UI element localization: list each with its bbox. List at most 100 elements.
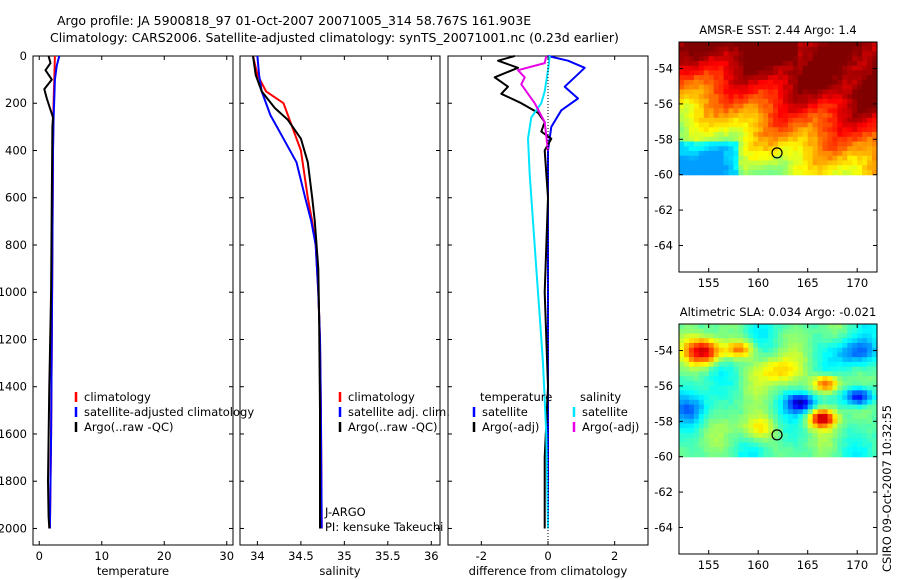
sst-cell xyxy=(797,136,804,143)
sst-cell xyxy=(738,60,744,67)
sst-cell xyxy=(693,94,700,100)
sst-cell xyxy=(817,70,824,76)
sst-ytick-label: -64 xyxy=(654,238,673,252)
sla-cell xyxy=(688,342,695,349)
sst-cell xyxy=(852,169,858,176)
sst-cell xyxy=(817,151,824,157)
sst-cell xyxy=(688,60,695,67)
sla-cell xyxy=(787,404,794,410)
sst-cell xyxy=(743,98,749,105)
sla-cell xyxy=(768,404,774,410)
sst-cell xyxy=(773,46,779,53)
sla-cell xyxy=(763,324,769,330)
sla-cell xyxy=(728,423,735,429)
sla-cell xyxy=(797,342,804,349)
sst-cell xyxy=(857,103,863,109)
sst-cell xyxy=(792,132,799,138)
sst-cell xyxy=(812,42,819,48)
sla-cell xyxy=(782,447,789,453)
sla-cell xyxy=(683,451,690,458)
sla-cell xyxy=(763,390,769,396)
sst-cell xyxy=(857,70,863,76)
sst-cell xyxy=(832,141,838,147)
sst-cell xyxy=(812,169,819,176)
sla-cell xyxy=(679,442,685,448)
sla-cell xyxy=(713,361,720,368)
sst-cell xyxy=(753,132,759,138)
sla-cell xyxy=(778,414,784,420)
sla-cell xyxy=(847,404,853,410)
sla-cell xyxy=(807,399,814,406)
sst-cell xyxy=(847,122,853,128)
sla-cell xyxy=(822,380,829,387)
sst-cell xyxy=(847,56,853,62)
sst-cell xyxy=(683,84,690,90)
sla-cell xyxy=(773,324,779,330)
sla-cell xyxy=(837,447,843,453)
temperature-legend-entry: Argo(..raw -QC) xyxy=(84,420,174,434)
sst-cell xyxy=(778,136,784,143)
sla-cell xyxy=(827,409,834,415)
sla-cell xyxy=(738,390,744,396)
sla-cell xyxy=(852,385,858,391)
sla-cell xyxy=(842,451,848,458)
sla-cell xyxy=(743,418,749,425)
sla-cell xyxy=(768,338,774,344)
sla-cell xyxy=(773,437,779,444)
sst-cell xyxy=(688,113,695,119)
sla-cell xyxy=(698,376,705,382)
sst-cell xyxy=(792,151,799,157)
sla-cell xyxy=(872,324,878,330)
sla-cell xyxy=(743,380,749,387)
sla-cell xyxy=(698,347,705,354)
sla-cell xyxy=(837,352,843,358)
sla-cell xyxy=(723,442,730,448)
sst-cell xyxy=(837,136,843,143)
sst-cell xyxy=(807,56,814,62)
sst-cell xyxy=(852,160,858,166)
sst-cell xyxy=(827,65,834,72)
sst-cell xyxy=(713,151,720,157)
sla-cell xyxy=(822,451,829,458)
sla-cell xyxy=(817,395,824,401)
sla-cell xyxy=(768,385,774,391)
sst-cell xyxy=(802,79,809,86)
sla-cell xyxy=(847,451,853,458)
sst-cell xyxy=(693,113,700,119)
sla-cell xyxy=(832,380,838,387)
sla-cell xyxy=(837,395,843,401)
sla-cell xyxy=(753,437,759,444)
sla-cell xyxy=(787,347,794,354)
sla-cell xyxy=(718,395,725,401)
sla-cell xyxy=(822,347,829,354)
sst-cell xyxy=(847,132,853,138)
sla-cell xyxy=(862,371,868,377)
sla-cell xyxy=(832,423,838,429)
sla-cell xyxy=(743,404,749,410)
sla-cell xyxy=(768,371,774,377)
sla-cell xyxy=(703,423,710,429)
sla-cell xyxy=(827,328,834,335)
sla-cell xyxy=(817,347,824,354)
sla-cell xyxy=(748,399,754,406)
sst-cell xyxy=(738,113,744,119)
sst-cell xyxy=(807,136,814,143)
sla-cell xyxy=(713,342,720,349)
sla-cell xyxy=(817,418,824,425)
sla-cell xyxy=(758,404,764,410)
sla-cell xyxy=(867,342,873,349)
sla-cell xyxy=(822,390,829,396)
sst-cell xyxy=(773,155,779,162)
sst-cell xyxy=(698,146,705,152)
sst-cell xyxy=(753,122,759,128)
sla-cell xyxy=(753,414,759,420)
sst-cell xyxy=(728,132,735,138)
sst-cell xyxy=(683,113,690,119)
sla-cell xyxy=(867,395,873,401)
sst-cell xyxy=(852,56,858,62)
sst-ytick-label: -60 xyxy=(654,168,673,182)
sst-cell xyxy=(713,84,720,90)
sst-cell xyxy=(713,75,720,81)
sla-cell xyxy=(768,366,774,372)
sst-cell xyxy=(698,169,705,176)
